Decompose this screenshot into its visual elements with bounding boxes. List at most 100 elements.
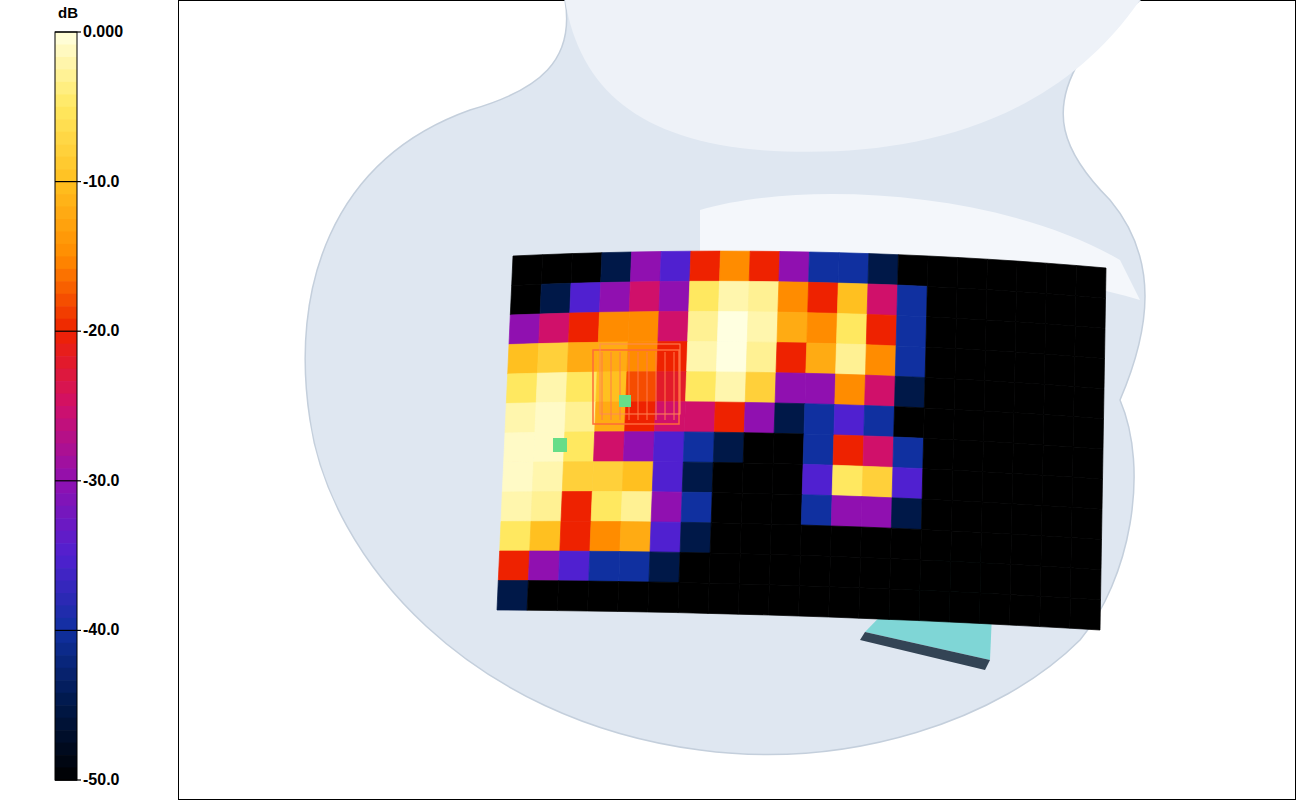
heatmap-cell [774, 403, 805, 434]
source-box-wire [638, 352, 639, 420]
colorbar-band [55, 643, 77, 656]
heatmap-cell [601, 252, 632, 283]
heatmap-cell [830, 526, 861, 557]
heatmap-cell [532, 462, 563, 492]
heatmap-cell [686, 372, 717, 402]
heatmap-cell [983, 441, 1014, 473]
colorbar-band [55, 381, 77, 394]
heatmap-cell [528, 551, 559, 581]
colorbar-band [55, 518, 77, 531]
heatmap-cell [1040, 566, 1071, 598]
heatmap-cell [740, 523, 771, 554]
heatmap-cell [559, 551, 590, 581]
heatmap-cell [656, 372, 687, 402]
heatmap-cell [1070, 568, 1101, 600]
heatmap-cell [951, 531, 982, 563]
heatmap-cell [588, 581, 619, 611]
colorbar-band [55, 219, 77, 232]
heatmap-cell [862, 466, 893, 498]
heatmap-cell [980, 563, 1011, 595]
heatmap-cell [1015, 322, 1045, 354]
source-box-wire [647, 352, 648, 420]
heatmap-cell [508, 344, 539, 374]
heatmap-cell [1012, 473, 1043, 505]
heatmap-cell [922, 469, 953, 501]
heatmap-cell [979, 593, 1010, 625]
heatmap-cell [497, 581, 528, 611]
colorbar-tick-label: -30.0 [83, 472, 120, 489]
colorbar-band [55, 94, 77, 107]
colorbar-band [55, 394, 77, 407]
colorbar-band [55, 132, 77, 145]
heatmap-cell [949, 592, 980, 624]
heatmap-cell [1075, 296, 1105, 329]
colorbar-tick [55, 181, 81, 182]
heatmap-cell [768, 585, 799, 616]
heatmap-cell [800, 525, 831, 556]
heatmap-cell [623, 432, 654, 462]
heatmap-cell [720, 251, 751, 281]
plot-frame [179, 1, 1296, 800]
heatmap-cell [1072, 477, 1103, 509]
heatmap-cell [1046, 294, 1076, 327]
heatmap-cell [898, 255, 928, 287]
heatmap-cell [571, 253, 602, 284]
heatmap-cell [771, 494, 802, 525]
heatmap-cell [708, 583, 739, 614]
heatmap-cell [539, 313, 570, 344]
heatmap-cell [689, 281, 720, 311]
heatmap-cell [512, 255, 543, 286]
heatmap-cell [622, 462, 653, 492]
source-box-back [600, 344, 680, 414]
heatmap-cell [688, 311, 719, 341]
heatmap-cell [830, 556, 861, 588]
heatmap-cell [538, 343, 569, 373]
colorbar-band [55, 618, 77, 631]
heatmap-cell [775, 373, 806, 404]
heatmap-cell [714, 402, 745, 433]
heatmap-cell [590, 521, 621, 551]
colorbar-band [55, 718, 77, 731]
heatmap-cell [891, 528, 922, 560]
heatmap-cell [531, 492, 562, 522]
heatmap-cell [1014, 382, 1045, 414]
heatmap-cell [956, 288, 986, 320]
heatmap-cell [957, 258, 987, 290]
heatmap-cell [591, 492, 622, 522]
heatmap-cell [741, 493, 772, 524]
colorbar-tick [55, 779, 81, 780]
heatmap-cell [660, 251, 691, 281]
heatmap-cell [1071, 538, 1102, 570]
heatmap-cell [628, 312, 659, 342]
heatmap-cell [527, 581, 559, 611]
heatmap-cell [925, 347, 956, 379]
heatmap-cell [831, 496, 862, 527]
heatmap-cell [954, 379, 985, 411]
heatmap-cell [501, 492, 532, 522]
colorbar-band [55, 306, 77, 319]
heatmap-cell [510, 284, 541, 315]
heatmap-cell [505, 403, 536, 433]
heatmap-cell [719, 281, 750, 311]
heatmap-cell [658, 311, 689, 341]
heatmap-cell [1070, 598, 1101, 630]
heatmap-cell [1076, 266, 1106, 299]
heatmap-cell [1016, 291, 1046, 323]
colorbar-band [55, 593, 77, 606]
heatmap-cell [564, 432, 595, 462]
heatmap-cell [592, 462, 623, 492]
heatmap-cell [927, 256, 958, 288]
heatmap-cell [530, 521, 561, 551]
heatmap-cell [744, 402, 775, 433]
source-box-wire [656, 352, 657, 420]
colorbar-band [55, 44, 77, 57]
heatmap-cell [1042, 475, 1073, 507]
heatmap-cell [535, 402, 566, 432]
heatmap-cell [713, 432, 744, 463]
heatmap-cell [921, 499, 952, 531]
heatmap-cell [710, 523, 741, 554]
heatmap-cell [570, 283, 601, 314]
colorbar-band [55, 630, 77, 643]
heatmap-cell [956, 318, 987, 350]
colorbar-band [55, 543, 77, 556]
